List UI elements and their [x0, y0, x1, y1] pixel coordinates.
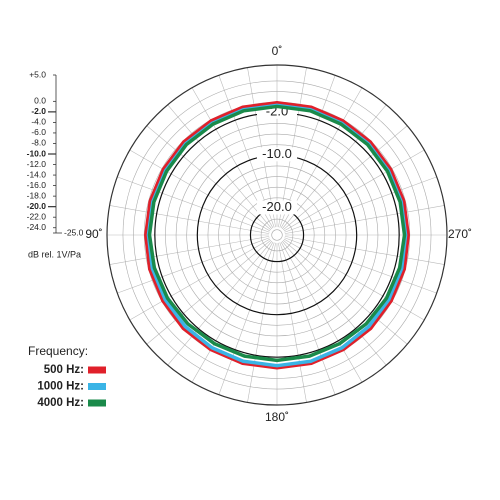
theta-grid-line	[282, 125, 408, 231]
r-tick-label: -10.0	[262, 146, 292, 161]
r-grid-circle	[175, 133, 379, 337]
theta-grid-line	[191, 241, 274, 383]
theta-tick-label: 90˚	[85, 227, 102, 241]
r-grid-circle	[228, 186, 326, 284]
theta-grid-line	[218, 242, 275, 395]
theta-tick-label: 180˚	[265, 410, 289, 424]
scale-tick-label: 0.0	[34, 96, 46, 106]
theta-grid-line	[167, 104, 273, 230]
scale-tick-label: -2.0	[31, 106, 46, 116]
theta-grid-line	[283, 238, 425, 321]
scale-label: dB rel. 1V/Pa	[28, 249, 81, 259]
scale-tick-label: -12.0	[27, 159, 47, 169]
theta-grid-line	[281, 104, 387, 230]
r-grid-circle	[260, 218, 294, 252]
scale-tick-label: -20.0	[27, 201, 47, 211]
theta-grid-line	[280, 241, 363, 383]
theta-grid-line	[284, 205, 445, 234]
theta-grid-line	[247, 242, 276, 403]
theta-grid-line	[282, 239, 408, 345]
r-grid-circle	[186, 144, 368, 326]
theta-grid-line	[146, 125, 272, 231]
theta-tick-label: 270˚	[448, 227, 472, 241]
scale-tick-label: -4.0	[31, 117, 46, 127]
theta-grid-line	[284, 236, 445, 265]
legend-title: Frequency:	[28, 344, 88, 358]
scale-tick-label: -8.0	[31, 138, 46, 148]
r-tick-label-bg	[257, 200, 297, 215]
theta-grid-line	[278, 242, 307, 403]
legend-swatch	[88, 399, 106, 407]
scale-tick-label: -25.0	[64, 227, 84, 237]
r-tick-label-bg	[257, 147, 297, 162]
legend-swatch	[88, 383, 106, 390]
theta-grid-line	[281, 240, 387, 366]
legend-label: 500 Hz:	[44, 364, 84, 376]
scale-tick-label: +5.0	[29, 69, 46, 79]
series-line	[144, 100, 410, 370]
outer-circle	[106, 64, 448, 406]
r-grid-circle	[207, 165, 347, 305]
r-grid-circle	[218, 176, 336, 294]
series-line	[147, 104, 407, 363]
scale-tick-label: -24.0	[27, 222, 47, 232]
legend-swatch	[88, 366, 106, 374]
scale-tick-label: -10.0	[27, 148, 47, 158]
theta-grid-line	[284, 176, 437, 233]
theta-grid-line	[283, 149, 425, 232]
r-grid-circle	[122, 80, 432, 390]
theta-grid-line	[117, 237, 270, 294]
legend-label: 4000 Hz:	[37, 397, 84, 409]
r-grid-circle	[133, 91, 421, 379]
scale-tick-label: -6.0	[31, 127, 46, 137]
theta-grid-line	[109, 236, 270, 265]
scale-tick-label: -22.0	[27, 211, 47, 221]
theta-grid-line	[129, 149, 271, 232]
scale-tick-label: -18.0	[27, 190, 47, 200]
r-tick-label: -20.0	[262, 199, 292, 214]
theta-grid-line	[117, 176, 270, 233]
theta-grid-line	[129, 238, 271, 321]
theta-grid-line	[284, 237, 437, 294]
scale-tick-label: -16.0	[27, 180, 47, 190]
theta-grid-line	[167, 240, 273, 366]
theta-grid-line	[109, 205, 270, 234]
scale-tick-label: -14.0	[27, 169, 47, 179]
legend-label: 1000 Hz:	[37, 381, 84, 393]
theta-grid-line	[146, 239, 272, 345]
r-grid-circle	[239, 197, 315, 273]
r-grid-circle	[165, 123, 389, 347]
r-grid-circle	[271, 229, 283, 241]
theta-grid-line	[279, 242, 336, 395]
theta-tick-label: 0˚	[272, 44, 283, 58]
